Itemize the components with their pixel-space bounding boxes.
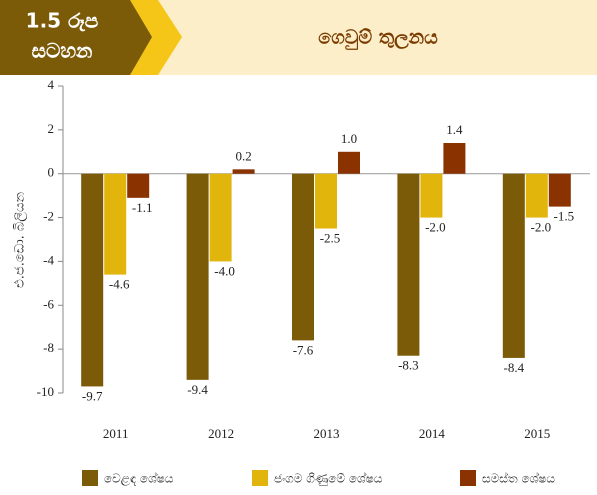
y-tick-label: 4: [48, 77, 55, 92]
data-label: -9.7: [82, 388, 103, 403]
data-label: -8.4: [504, 360, 525, 375]
figure-label: 1.5 රූප: [26, 9, 99, 33]
data-label: -8.3: [398, 358, 419, 373]
chart-title: ගෙවුම් තුලනය: [318, 27, 438, 51]
bar: [232, 169, 255, 174]
title-band: [120, 0, 597, 75]
x-tick-label: 2015: [524, 426, 550, 441]
x-tick-label: 2012: [208, 426, 234, 441]
y-axis-label: එ.ජ.ඩො. බිලියන: [13, 192, 28, 288]
x-tick-label: 2013: [314, 426, 340, 441]
bar: [525, 173, 548, 218]
y-tick-label: 0: [48, 165, 55, 180]
y-tick-label: -10: [37, 384, 54, 399]
x-tick-label: 2014: [419, 426, 446, 441]
bar: [127, 173, 150, 198]
bar: [397, 173, 420, 356]
bar: [315, 173, 337, 229]
legend-swatch: [82, 470, 98, 486]
bar: [186, 173, 209, 380]
bar: [338, 151, 360, 174]
legend-label: ජංගම ගිණුමේ ශේෂය: [274, 471, 383, 485]
data-label: 1.4: [446, 122, 463, 137]
data-label: -4.6: [109, 277, 130, 292]
bar: [548, 173, 571, 207]
y-tick-label: -2: [43, 209, 54, 224]
bar: [420, 173, 443, 218]
data-label: 1.0: [341, 131, 357, 146]
bar: [209, 173, 232, 262]
data-label: -1.5: [554, 209, 575, 224]
bar: [502, 173, 525, 358]
legend-swatch: [252, 470, 268, 486]
data-label: -1.1: [132, 200, 153, 215]
data-label: -7.6: [293, 342, 314, 357]
data-label: -2.0: [531, 220, 552, 235]
bar: [443, 143, 466, 174]
x-tick-label: 2011: [103, 426, 129, 441]
figure-box: [0, 0, 152, 75]
data-label: -4.0: [214, 263, 235, 278]
y-tick-label: -8: [43, 340, 54, 355]
data-label: -2.0: [425, 220, 446, 235]
y-tick-label: 2: [48, 121, 55, 136]
y-tick-label: -4: [43, 252, 54, 267]
legend-label: වෙළඳ ශේෂය: [104, 471, 174, 486]
figure-label: සටහන: [32, 39, 93, 63]
y-tick-label: -6: [43, 296, 54, 311]
legend-swatch: [460, 470, 476, 486]
bar: [292, 173, 314, 341]
data-label: 0.2: [235, 148, 251, 163]
legend-label: සමස්ත ශේෂය: [482, 471, 555, 485]
bar: [104, 173, 127, 275]
data-label: -9.4: [187, 382, 208, 397]
bar: [81, 173, 104, 387]
data-label: -2.5: [320, 231, 341, 246]
